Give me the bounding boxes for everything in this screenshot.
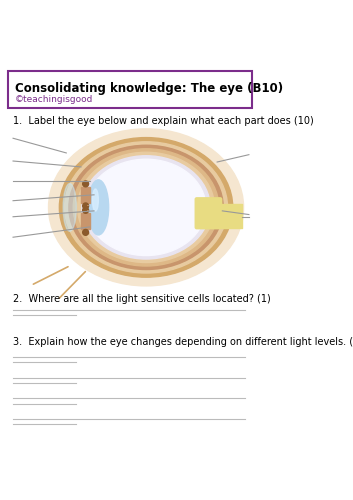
Ellipse shape <box>92 189 98 211</box>
Ellipse shape <box>63 184 76 232</box>
Ellipse shape <box>82 156 210 259</box>
Ellipse shape <box>48 129 244 286</box>
Circle shape <box>83 208 89 214</box>
Circle shape <box>83 230 89 235</box>
Text: 1.  Label the eye below and explain what each part does (10): 1. Label the eye below and explain what … <box>13 116 314 126</box>
Ellipse shape <box>78 152 215 262</box>
Bar <box>81 214 90 230</box>
FancyBboxPatch shape <box>195 198 222 228</box>
Circle shape <box>83 181 89 187</box>
Ellipse shape <box>69 146 223 270</box>
Ellipse shape <box>65 142 228 273</box>
Ellipse shape <box>59 138 233 277</box>
Bar <box>81 187 90 203</box>
Text: 2.  Where are all the light sensitive cells located? (1): 2. Where are all the light sensitive cel… <box>13 294 271 304</box>
Text: Consolidating knowledge: The eye (B10): Consolidating knowledge: The eye (B10) <box>14 82 283 96</box>
Ellipse shape <box>88 180 109 235</box>
Ellipse shape <box>86 159 206 256</box>
Ellipse shape <box>73 149 219 266</box>
FancyBboxPatch shape <box>8 72 252 108</box>
Text: 3.  Explain how the eye changes depending on different light levels. (6): 3. Explain how the eye changes depending… <box>13 336 353 346</box>
Text: ©teachingisgood: ©teachingisgood <box>14 95 93 104</box>
Circle shape <box>83 203 89 209</box>
